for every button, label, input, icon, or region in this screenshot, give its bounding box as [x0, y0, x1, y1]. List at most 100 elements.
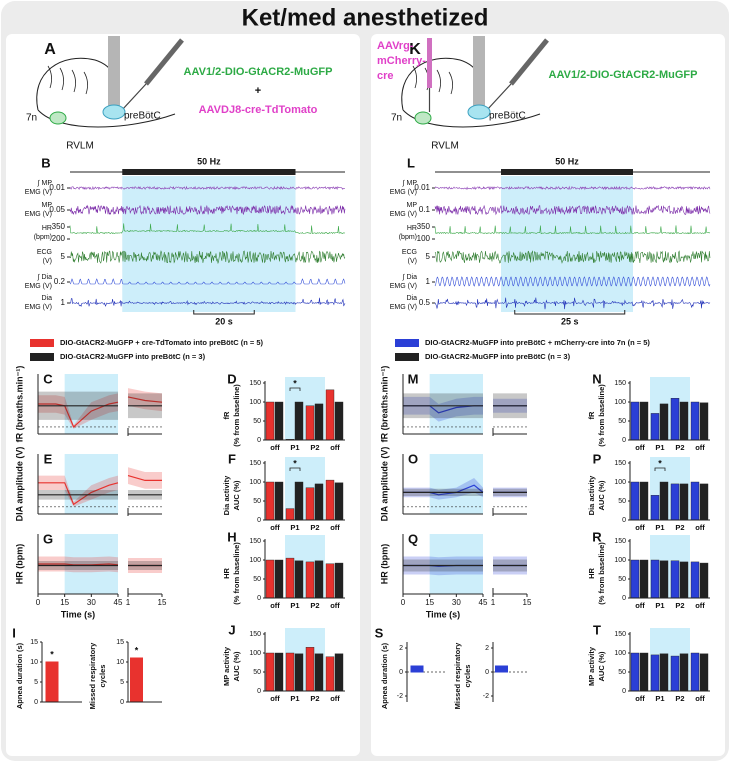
x-tick-label: off	[270, 601, 280, 610]
y-tick-label: 0	[399, 669, 403, 676]
scale-label: 1	[426, 277, 431, 286]
brainstem	[37, 109, 176, 128]
region-label: 7n	[391, 113, 402, 124]
y-axis-label: fR (breaths.min⁻¹)	[14, 366, 24, 443]
legend-swatch	[30, 339, 54, 347]
panel-label: T	[593, 622, 601, 637]
bar	[630, 401, 640, 441]
panel-label: O	[408, 451, 418, 466]
brain-fold	[83, 71, 88, 95]
bar	[314, 403, 324, 441]
panel-label: E	[44, 451, 53, 466]
y-tick-label: -2	[483, 693, 489, 700]
trace	[434, 185, 711, 191]
y-tick-label: 0	[622, 437, 626, 444]
sig-bracket	[289, 467, 301, 471]
channel-label: HR	[42, 225, 52, 232]
x-tick-label: 45	[479, 598, 488, 607]
y-tick-label: 100	[249, 557, 261, 564]
x-tick-label: P1	[290, 523, 299, 532]
bar	[630, 481, 640, 521]
panel-label: H	[227, 529, 236, 544]
brain-fold	[436, 69, 441, 93]
bar	[659, 653, 669, 692]
y-tick-label: 150	[614, 460, 626, 467]
y-axis-label: cycles	[463, 665, 472, 688]
panel-label: C	[43, 371, 53, 386]
bar	[265, 481, 275, 521]
significance: *	[135, 645, 139, 655]
nucleus-7n	[49, 111, 67, 125]
syringe	[144, 38, 184, 86]
bar	[285, 652, 295, 692]
y-tick-label: 10	[116, 659, 124, 666]
bar	[294, 401, 304, 441]
bar	[639, 401, 649, 441]
panel-label: F	[228, 451, 236, 466]
sig-bracket	[654, 467, 666, 471]
x-tick-label: 1	[491, 598, 496, 607]
bar	[294, 653, 304, 692]
brainstem	[402, 109, 541, 128]
stim-label: 50 Hz	[555, 156, 579, 166]
x-tick-label: off	[270, 523, 280, 532]
virus-label: cre	[377, 70, 394, 82]
stim-shade	[429, 534, 483, 594]
y-tick-label: 50	[618, 418, 626, 425]
panel-label: I	[12, 625, 16, 640]
panel-label: S	[375, 625, 384, 640]
y-tick-label: 50	[253, 498, 261, 505]
x-tick-label: P2	[310, 601, 319, 610]
significance: *	[658, 458, 662, 468]
y-tick-label: 150	[614, 538, 626, 545]
sd-band	[38, 393, 118, 429]
bar	[274, 652, 284, 692]
channel-label: ECG	[37, 249, 52, 256]
scale-label: 200	[52, 234, 66, 243]
significance: *	[293, 378, 297, 388]
bar	[130, 657, 143, 703]
y-axis-label: HR (bpm)	[14, 544, 24, 585]
y-axis-label: HR (bpm)	[379, 544, 389, 585]
y-tick-label: 100	[614, 557, 626, 564]
trace	[69, 250, 346, 265]
significance: *	[50, 649, 54, 659]
y-axis-label: MP activity	[587, 646, 596, 686]
channel-label: (bpm)	[34, 234, 52, 241]
y-tick-label: 100	[249, 650, 261, 657]
y-tick-label: 150	[249, 631, 261, 638]
bar	[325, 389, 335, 441]
x-tick-label: P2	[310, 523, 319, 532]
brain-fold	[412, 65, 417, 89]
y-tick-label: 50	[253, 418, 261, 425]
y-axis-label: fR (breaths.min⁻¹)	[379, 366, 389, 443]
stim-shade	[501, 176, 633, 312]
x-tick-label: P1	[290, 694, 299, 703]
y-tick-label: 100	[614, 650, 626, 657]
figure-title: Ket/med anesthetized	[242, 4, 489, 31]
bar	[45, 661, 59, 703]
y-tick-label: 50	[618, 576, 626, 583]
y-axis-label: HR	[587, 568, 596, 579]
y-tick-label: 0	[622, 688, 626, 695]
x-tick-label: P1	[655, 523, 664, 532]
nucleus-prebotc	[467, 104, 491, 120]
panel-label: A	[44, 41, 56, 58]
sd-band	[128, 467, 162, 489]
x-tick-label: 15	[158, 598, 167, 607]
y-axis-label: Apnea duration (s)	[15, 642, 24, 709]
bar	[690, 652, 700, 692]
x-tick-label: off	[330, 523, 340, 532]
channel-label: EMG (V)	[390, 304, 417, 311]
legend-swatch	[395, 353, 419, 361]
bar	[294, 560, 304, 599]
virus-label: mCherry-	[377, 55, 426, 67]
y-axis-label: (% from baseline)	[597, 384, 606, 447]
x-tick-label: 0	[36, 598, 41, 607]
trace	[69, 204, 346, 216]
x-tick-label: off	[635, 694, 645, 703]
bar	[679, 483, 689, 521]
x-tick-label: 45	[114, 598, 123, 607]
bar	[670, 483, 680, 521]
